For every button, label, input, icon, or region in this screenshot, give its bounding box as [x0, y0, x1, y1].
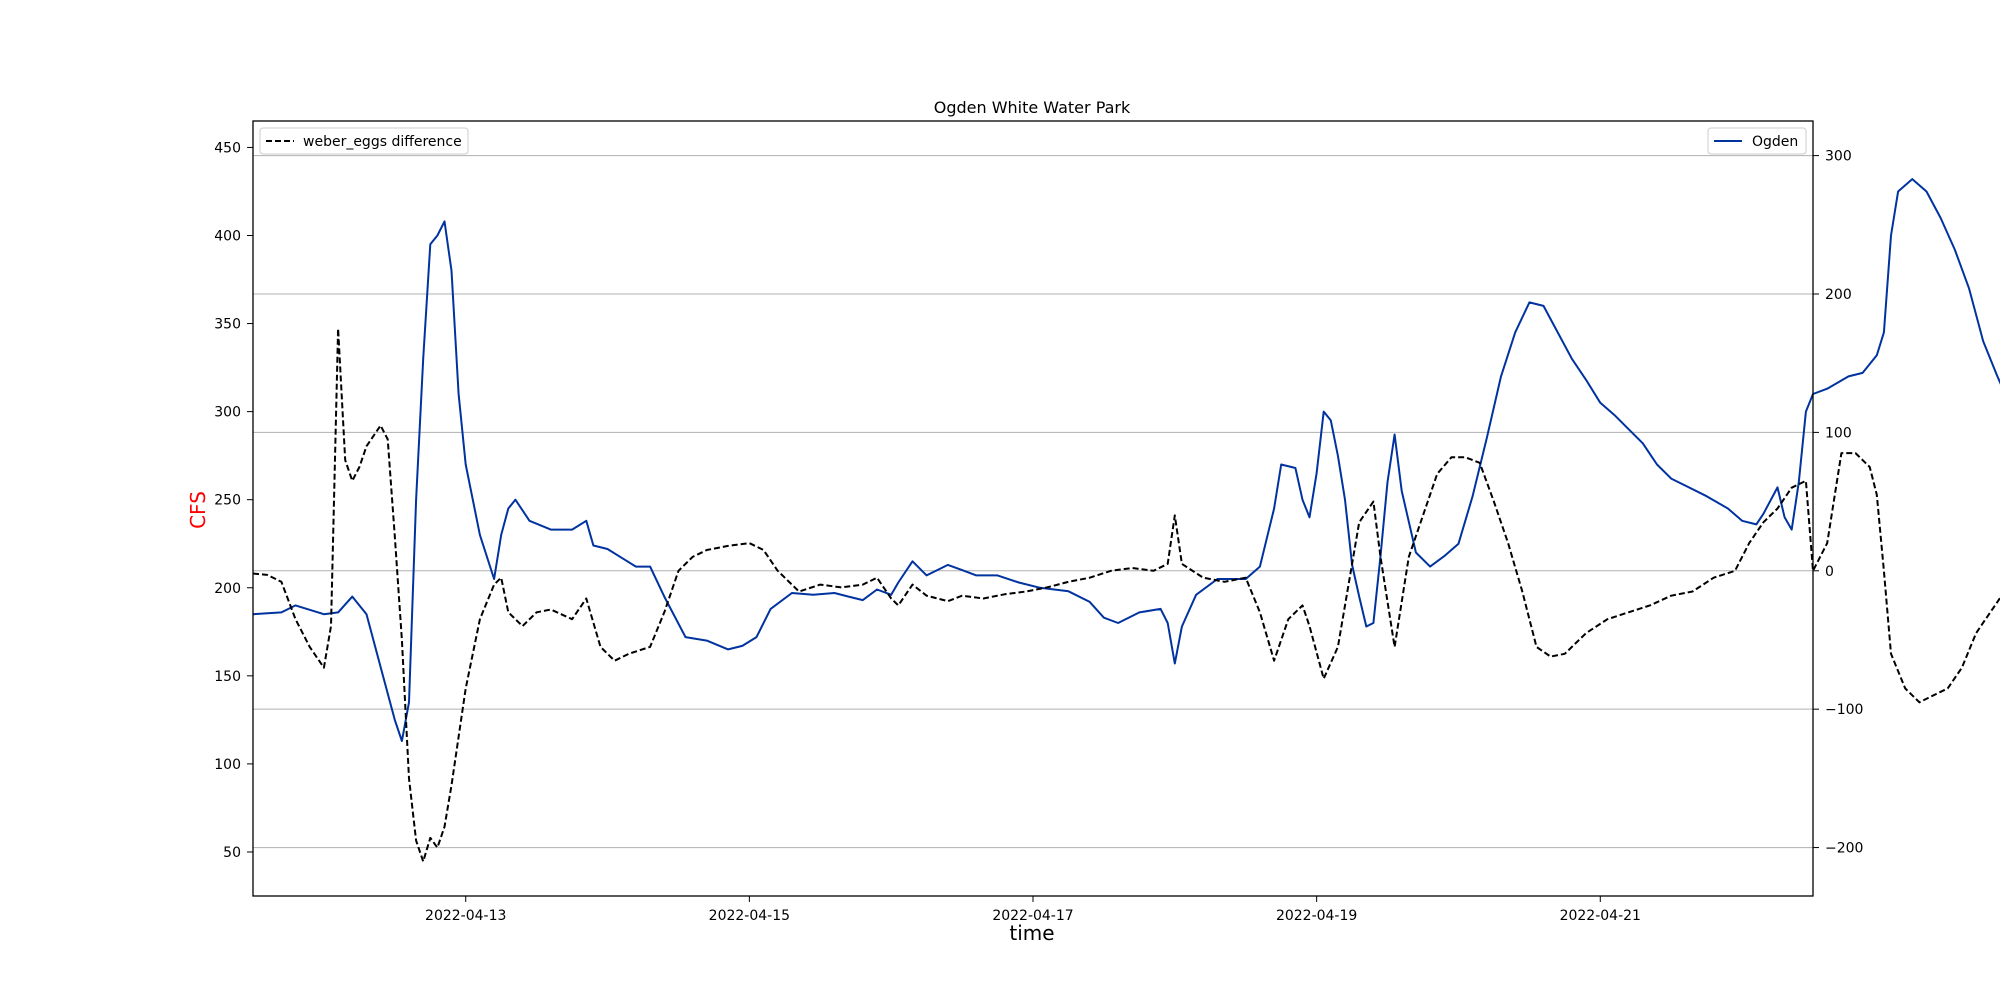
right-tick-label: 300 [1825, 149, 1852, 165]
right-tick-label: 100 [1825, 425, 1852, 441]
right-axis-gridlines [253, 155, 1813, 849]
x-tick-label: 2022-04-15 [709, 908, 790, 924]
legend-left-label: weber_eggs difference [303, 134, 462, 150]
left-tick-label: 100 [214, 757, 241, 773]
right-y-axis: −200 −100 0 100 200 300 [1813, 149, 1863, 857]
left-y-axis: 50 100 150 200 250 300 350 400 450 [214, 140, 253, 861]
left-tick-label: 400 [214, 228, 241, 244]
plot-area [253, 121, 1813, 896]
series-layer [252, 178, 2000, 863]
right-tick-label: 200 [1825, 287, 1852, 303]
y-axis-label: CFS [186, 491, 210, 529]
right-tick-label: −100 [1825, 702, 1863, 718]
left-tick-label: 350 [214, 317, 241, 333]
left-tick-label: 450 [214, 140, 241, 156]
chart-title: Ogden White Water Park [934, 98, 1131, 117]
legend-left: weber_eggs difference [259, 127, 469, 155]
series-line-weber-eggs-difference [252, 327, 2000, 863]
legend-right-box [1707, 127, 1807, 155]
x-tick-label: 2022-04-19 [1276, 908, 1357, 924]
legend-right: Ogden [1707, 127, 1807, 155]
x-tick-label: 2022-04-13 [425, 908, 506, 924]
x-tick-label: 2022-04-21 [1560, 908, 1641, 924]
right-tick-label: 0 [1825, 564, 1834, 580]
legend-right-label: Ogden [1752, 134, 1798, 150]
series-line-ogden [252, 178, 2000, 742]
x-tick-label: 2022-04-17 [992, 908, 1073, 924]
left-tick-label: 300 [214, 405, 241, 421]
legend-left-box [259, 127, 469, 155]
left-tick-label: 250 [214, 493, 241, 509]
right-tick-label: −200 [1825, 841, 1863, 857]
x-axis: 2022-04-13 2022-04-15 2022-04-17 2022-04-19… [425, 896, 1641, 924]
left-tick-label: 200 [214, 581, 241, 597]
left-tick-label: 150 [214, 669, 241, 685]
x-axis-label: time [1009, 921, 1054, 945]
left-tick-label: 50 [223, 845, 241, 861]
